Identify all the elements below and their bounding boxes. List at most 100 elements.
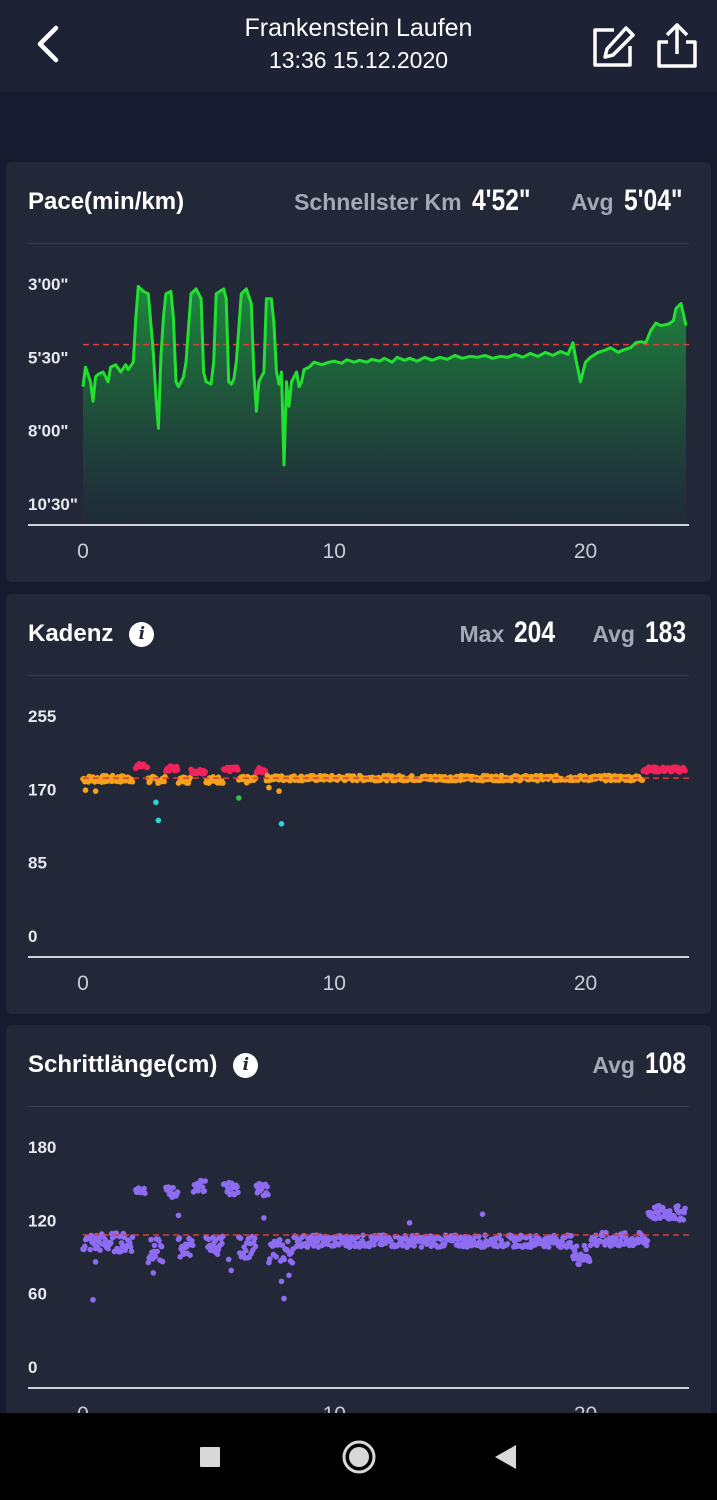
stride-point [87, 1246, 93, 1253]
stride-point [159, 1258, 166, 1265]
stride-point [195, 1188, 201, 1194]
stride-point [201, 1188, 208, 1194]
cadence-outlier-point [266, 784, 272, 791]
cadence-title: Kadenz [28, 620, 114, 647]
pace-x-tick-label: 10 [323, 540, 346, 563]
stride-point [82, 1243, 88, 1250]
cadence-avg-label: Avg [592, 621, 635, 647]
stride-point [583, 1246, 589, 1253]
stride-point [616, 1242, 623, 1249]
stride-outlier-point [92, 1259, 99, 1265]
stride-point [235, 1189, 241, 1196]
stride-outlier-point [150, 1270, 157, 1276]
back-arrow-icon [37, 25, 59, 63]
cadence-point [220, 780, 226, 786]
stride-point [154, 1248, 160, 1255]
stride-point [652, 1215, 659, 1222]
back-nav-button[interactable] [484, 1435, 528, 1479]
stride-point [559, 1239, 565, 1245]
cadence-avg-value: 183 [644, 616, 686, 649]
stride-point [206, 1236, 212, 1242]
cadence-points [80, 760, 688, 827]
stride-point [237, 1235, 244, 1241]
cadence-y-tick-label: 85 [28, 854, 47, 873]
pace-chart: 3'00" 5'30" 8'00" 10'30" 0 10 20 [28, 275, 689, 563]
stride-point [586, 1258, 593, 1265]
cadence-outlier-point [236, 795, 242, 801]
stride-outlier-point [281, 1295, 287, 1302]
stride-point [659, 1204, 666, 1211]
stride-point [569, 1244, 575, 1250]
pace-y-tick-label: 3'00" [28, 275, 68, 294]
cadence-point [235, 767, 241, 773]
cadence-info-icon[interactable]: i [129, 621, 155, 647]
stride-point [567, 1239, 573, 1246]
stride-point [675, 1203, 681, 1209]
pace-avg-value: 5'04" [623, 184, 683, 217]
stride-info-icon[interactable]: i [233, 1052, 259, 1078]
stride-avg-label: Avg [592, 1052, 635, 1078]
cadence-stats: Max 204 Avg 183 [426, 616, 689, 650]
activity-title: Frankenstein Laufen [244, 14, 473, 42]
stride-points [80, 1177, 688, 1303]
stride-title-wrap: Schrittlänge(cm) i [28, 1051, 259, 1079]
cadence-outlier-point [153, 799, 159, 806]
cadence-outlier-point [92, 788, 99, 794]
cadence-x-tick-label: 20 [574, 972, 597, 995]
cadence-y-tick-label: 170 [28, 780, 56, 799]
home-button[interactable] [337, 1435, 381, 1479]
cadence-point [262, 768, 269, 775]
stride-outlier-point [228, 1267, 234, 1274]
back-button[interactable] [30, 22, 70, 66]
stride-point [189, 1242, 196, 1249]
stride-point [603, 1229, 609, 1236]
pace-avg-label: Avg [570, 189, 614, 215]
cadence-point [187, 774, 193, 781]
cadence-point [202, 768, 208, 775]
pace-y-tick-label: 8'00" [28, 422, 68, 441]
stride-point [189, 1238, 195, 1244]
cadence-outlier-point [155, 817, 162, 824]
activity-header: Frankenstein Laufen 13:36 15.12.2020 [150, 12, 567, 76]
stride-point [151, 1242, 158, 1249]
cadence-card: Kadenz i Max 204 Avg 183 255 170 85 0 0 10 20 [6, 594, 711, 1014]
stride-card-header: Schrittlänge(cm) i Avg 108 [28, 1025, 689, 1107]
stride-point [504, 1241, 511, 1247]
stride-point [573, 1243, 580, 1249]
stride-point [496, 1232, 503, 1239]
stride-point [568, 1233, 574, 1239]
cadence-outlier-point [276, 788, 282, 794]
stride-outlier-point [278, 1278, 285, 1285]
edit-button[interactable] [590, 24, 636, 70]
stride-y-tick-label: 120 [28, 1211, 56, 1230]
stride-point [117, 1248, 124, 1255]
stride-point [545, 1244, 552, 1250]
pace-x-tick-label: 0 [77, 540, 89, 563]
stride-point [176, 1235, 183, 1241]
stride-point [187, 1252, 193, 1258]
stride-outlier-point [406, 1220, 413, 1226]
stride-point [267, 1256, 273, 1262]
stride-point [438, 1236, 444, 1243]
stride-point [215, 1246, 222, 1253]
stride-y-tick-label: 60 [28, 1285, 47, 1304]
share-button[interactable] [654, 22, 700, 70]
stride-point [682, 1205, 688, 1212]
stride-point [142, 1190, 148, 1197]
pace-card-header: Pace(min/km) Schnellster Km 4'52" Avg 5'… [28, 162, 689, 244]
stride-point [170, 1184, 176, 1191]
stride-point [148, 1236, 154, 1243]
pace-area [83, 286, 686, 523]
stride-point [273, 1253, 279, 1260]
stride-point [214, 1251, 221, 1257]
stride-point [252, 1243, 259, 1250]
cadence-point [383, 777, 390, 784]
stride-point [265, 1191, 271, 1198]
stride-stats: Avg 108 [558, 1047, 689, 1081]
cadence-point [161, 778, 167, 785]
stride-point [165, 1184, 172, 1190]
cadence-max-value: 204 [514, 616, 556, 649]
recents-button[interactable] [188, 1435, 232, 1479]
cadence-title-wrap: Kadenz i [28, 620, 155, 648]
stride-point [281, 1256, 288, 1263]
